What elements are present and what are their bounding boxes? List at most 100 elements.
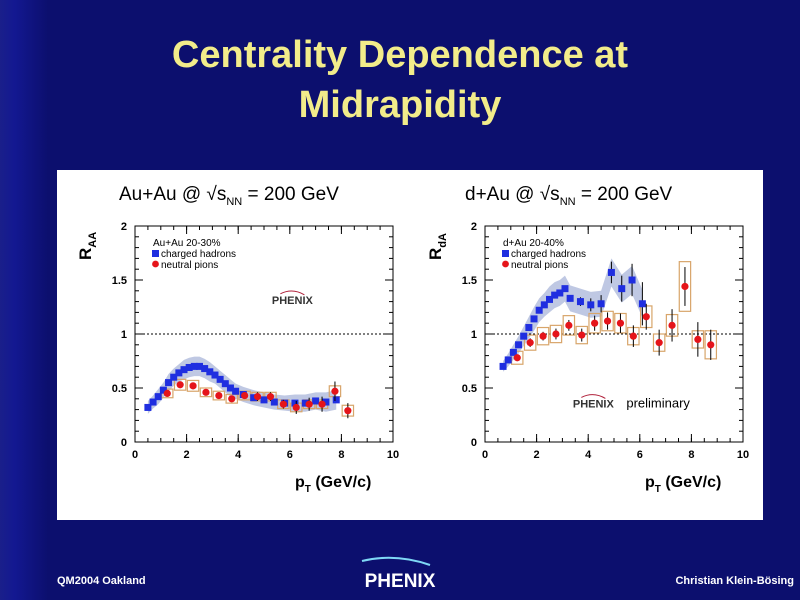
chart-panel-1: Au+Au @ √sNN = 200 GeV RAA pT (GeV/c) 0 2 4 6 8… bbox=[76, 184, 399, 495]
y-tick-label: 1 bbox=[471, 329, 477, 341]
x-tick-label: 0 bbox=[482, 449, 488, 461]
charged-hadron-marker bbox=[597, 300, 605, 308]
x-tick-label: 8 bbox=[688, 449, 694, 461]
chart-header: Au+Au @ √sNN = 200 GeV bbox=[119, 184, 339, 208]
chart-header-subscript: NN bbox=[560, 196, 576, 208]
x-tick-label: 0 bbox=[132, 449, 138, 461]
neutral-pion-marker bbox=[552, 330, 560, 338]
charged-hadron-marker bbox=[175, 369, 183, 377]
charged-hadron-marker bbox=[144, 403, 152, 411]
charged-hadron-marker bbox=[180, 366, 188, 374]
x-axis-label-subscript: T bbox=[655, 484, 661, 495]
y-axis-label-subscript: dA bbox=[437, 233, 449, 248]
y-tick-label: 0.5 bbox=[112, 383, 127, 395]
chart-header-subscript: NN bbox=[226, 196, 242, 208]
y-tick-label: 0.5 bbox=[462, 383, 477, 395]
charged-hadron-marker bbox=[551, 291, 559, 299]
legend-neutral-pions-marker bbox=[502, 260, 509, 268]
y-tick-label: 2 bbox=[121, 221, 127, 233]
charged-hadron-marker bbox=[312, 397, 320, 405]
charged-hadron-marker bbox=[206, 368, 214, 376]
neutral-pion-sys-box bbox=[562, 315, 576, 336]
neutral-pion-marker bbox=[279, 400, 287, 408]
charged-hadrons-band bbox=[503, 258, 643, 372]
neutral-pion-marker bbox=[629, 332, 637, 340]
x-tick-label: 2 bbox=[534, 449, 540, 461]
neutral-pion-marker bbox=[642, 313, 650, 321]
charged-hadron-marker bbox=[556, 289, 564, 297]
charged-hadron-marker bbox=[322, 398, 330, 406]
phenix-plot-logo-arc bbox=[280, 290, 305, 296]
legend-neutral-pions-label: neutral pions bbox=[511, 260, 568, 271]
charged-hadron-marker bbox=[587, 301, 595, 309]
charged-hadron-marker bbox=[201, 365, 209, 373]
chart-header: d+Au @ √sNN = 200 GeV bbox=[465, 184, 673, 208]
neutral-pion-marker bbox=[331, 387, 339, 395]
neutral-pion-sys-box bbox=[199, 387, 213, 398]
charged-hadron-marker bbox=[165, 379, 173, 387]
plots-panel: Au+Au @ √sNN = 200 GeV RAA pT (GeV/c) 0 2 4 6 8… bbox=[57, 170, 763, 520]
neutral-pion-sys-box bbox=[523, 334, 537, 351]
y-tick-label: 1.5 bbox=[462, 275, 477, 287]
neutral-pion-marker bbox=[241, 391, 249, 400]
y-axis-label: RAA bbox=[76, 232, 99, 260]
chart-panel-2: d+Au @ √sNN = 200 GeV RdA pT (GeV/c) 0 2 4 6 8 1… bbox=[426, 184, 749, 495]
charged-hadron-marker bbox=[546, 295, 553, 303]
phenix-footer-logo: PHENIX bbox=[361, 556, 436, 592]
x-tick-label: 8 bbox=[338, 449, 344, 461]
charged-hadron-marker bbox=[185, 363, 193, 371]
neutral-pion-sys-box bbox=[678, 261, 692, 312]
charged-hadron-marker bbox=[221, 380, 229, 388]
neutral-pion-sys-box bbox=[601, 310, 614, 332]
x-axis-label-tail: (GeV/c) bbox=[661, 474, 721, 491]
phenix-plot-logo: PHENIX bbox=[272, 290, 314, 307]
neutral-pion-marker bbox=[189, 382, 197, 390]
neutral-pion-sys-box bbox=[536, 326, 550, 346]
neutral-pion-marker bbox=[694, 335, 702, 343]
legend-charged-hadrons-marker bbox=[502, 250, 509, 257]
chart-header-main: d+Au @ √s bbox=[465, 184, 560, 205]
charged-hadron-marker bbox=[525, 324, 533, 332]
x-tick-label: 4 bbox=[235, 449, 242, 461]
y-axis-label-main: R bbox=[426, 248, 445, 260]
slide-title: Centrality Dependence at Midrapidity bbox=[60, 30, 740, 130]
x-tick-label: 2 bbox=[184, 449, 190, 461]
chart-header-tail: = 200 GeV bbox=[242, 184, 339, 205]
charged-hadron-marker bbox=[561, 285, 569, 293]
charged-hadron-marker bbox=[291, 399, 299, 407]
chart-header-tail: = 200 GeV bbox=[576, 184, 673, 205]
neutral-pion-marker bbox=[707, 341, 715, 349]
neutral-pion-marker bbox=[668, 321, 676, 329]
charged-hadron-marker bbox=[540, 301, 548, 309]
x-axis-label: pT (GeV/c) bbox=[645, 474, 721, 495]
charged-hadron-marker bbox=[190, 362, 198, 370]
y-tick-label: 1 bbox=[121, 329, 127, 341]
neutral-pion-marker bbox=[603, 317, 612, 325]
slide-title-line-2: Midrapidity bbox=[298, 84, 502, 126]
legend-charged-hadrons-label: charged hadrons bbox=[161, 249, 236, 260]
legend-neutral-pions-label: neutral pions bbox=[161, 260, 218, 271]
neutral-pion-marker bbox=[578, 331, 586, 339]
legend-charged-hadrons-marker bbox=[152, 250, 159, 257]
legend-title: d+Au 20-40% bbox=[503, 238, 564, 249]
x-axis-label: pT (GeV/c) bbox=[295, 474, 371, 495]
y-axis-label-subscript: AA bbox=[87, 232, 99, 248]
charged-hadron-marker bbox=[515, 341, 523, 349]
y-tick-label: 1.5 bbox=[112, 275, 127, 287]
phenix-plot-logo-text: PHENIX bbox=[573, 398, 615, 410]
neutral-pion-marker bbox=[215, 391, 223, 400]
x-axis-label-subscript: T bbox=[305, 484, 311, 495]
charged-hadron-marker bbox=[576, 298, 584, 306]
charged-hadron-marker bbox=[607, 268, 615, 276]
neutral-pion-sys-box bbox=[173, 378, 187, 391]
legend-neutral-pions-marker bbox=[152, 260, 159, 268]
charged-hadron-marker bbox=[332, 396, 340, 404]
slide-title-line-1: Centrality Dependence at bbox=[171, 34, 629, 76]
footer-author: Christian Klein-Bösing bbox=[675, 575, 794, 587]
charged-hadron-marker bbox=[499, 362, 507, 370]
charged-hadron-marker bbox=[149, 398, 157, 406]
neutral-pion-marker bbox=[228, 395, 236, 403]
neutral-pion-marker bbox=[616, 319, 625, 327]
neutral-pion-marker bbox=[539, 332, 547, 340]
